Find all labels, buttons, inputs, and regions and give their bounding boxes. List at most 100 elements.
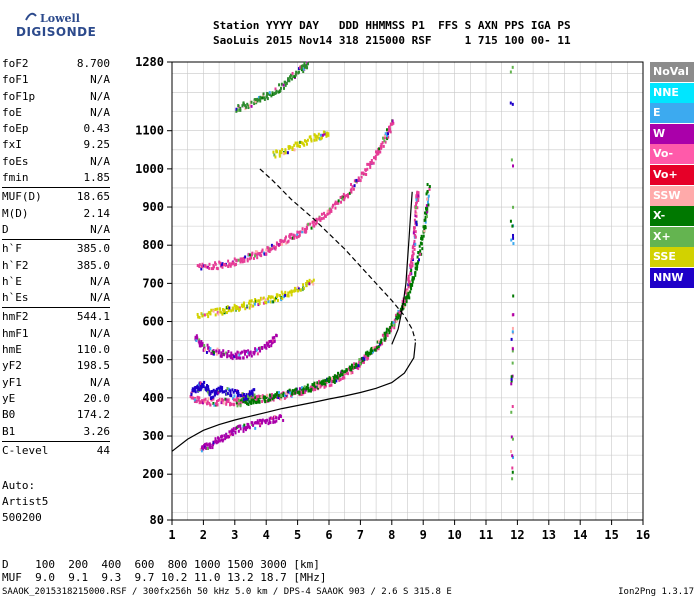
echo-point [319,133,322,137]
param-row: B1 3.26 [2,424,110,440]
echo-point [259,251,262,255]
echo-point [282,83,285,87]
echo-point [396,312,399,316]
echo-point [205,387,208,391]
echo-point [414,214,417,218]
echo-point [318,136,321,140]
echo-point [319,137,322,141]
echo-point [284,235,287,239]
echo-point [247,349,250,353]
echo-point [258,400,261,404]
echo-point [227,264,230,268]
echo-point [248,104,251,108]
echo-point [235,390,238,394]
echo-point [243,304,246,308]
echo-point [258,302,261,306]
echo-point [315,382,318,386]
echo-point [314,388,317,392]
echo-point [383,334,386,338]
echo-point [357,176,360,180]
echo-point [416,191,419,195]
echo-point [407,294,410,298]
param-value: N/A [90,375,110,389]
echo-point [246,397,249,401]
echo-point [360,175,363,179]
echo-point [325,380,328,384]
echo-point [217,440,220,444]
echo-point [366,350,369,354]
echo-point [243,398,246,402]
echo-point [298,145,301,149]
echo-point [274,155,277,159]
density-profile-solid [171,342,416,452]
echo-point [389,325,392,329]
echo-point [278,152,281,156]
param-row: h`Es N/A [2,290,110,306]
echo-point [392,321,395,325]
echo-point [260,346,263,350]
echo-point [231,357,234,361]
echo-point [228,430,231,434]
autoscaling-info: Auto: Artist5 500200 [2,478,48,526]
echo-point [280,397,283,401]
echo-point [350,190,353,194]
echo-point [417,258,420,262]
echo-point [202,381,205,385]
echo-point [299,230,302,234]
y-tick-label: 1280 [135,55,164,69]
param-value: 174.2 [76,408,110,422]
echo-point [510,449,513,453]
echo-point [369,163,372,167]
echo-point [301,227,304,231]
echo-point [234,398,237,402]
echo-point [286,240,289,244]
echo-point [292,75,295,79]
echo-point [375,150,378,154]
echo-point [263,96,266,100]
echo-point [244,104,247,108]
echo-point [269,248,272,252]
echo-point [324,382,327,386]
echo-point [210,267,213,271]
echo-point [427,197,430,201]
echo-point [385,327,388,331]
header-row-labels: Station YYYY DAY DDD HHMMSS P1 FFS S AXN… [213,19,571,32]
echo-point [386,137,389,141]
echo-point [388,126,391,130]
echo-point [238,353,241,357]
echo-point [268,92,271,96]
echo-point [414,262,417,266]
echo-point [348,191,351,195]
echo-point [235,401,238,405]
echo-point [210,351,213,355]
echo-point [212,397,215,401]
echo-point [230,351,233,355]
echo-point [322,130,325,134]
echo-point [232,308,235,312]
echo-point [244,352,247,356]
echo-point [421,247,424,251]
echo-point [241,257,244,261]
echo-point [270,344,273,348]
echo-point [407,285,410,289]
echo-point [193,398,196,402]
echo-point [409,263,412,267]
echo-point [369,165,372,169]
echo-point [299,65,302,69]
echo-point [371,348,374,352]
echo-point [227,350,230,354]
echo-point [260,421,263,425]
echo-point [273,246,276,250]
x-tick-label: 15 [604,528,618,542]
echo-point [345,368,348,372]
param-row: hmE 110.0 [2,342,110,358]
echo-point [511,477,514,481]
y-tick-label: 600 [142,315,164,329]
echo-point [252,396,255,400]
echo-point [270,94,273,98]
echo-point [416,206,419,210]
echo-point [393,326,396,330]
param-key: D [2,222,9,236]
param-key: yF2 [2,359,22,373]
echo-point [251,389,254,393]
